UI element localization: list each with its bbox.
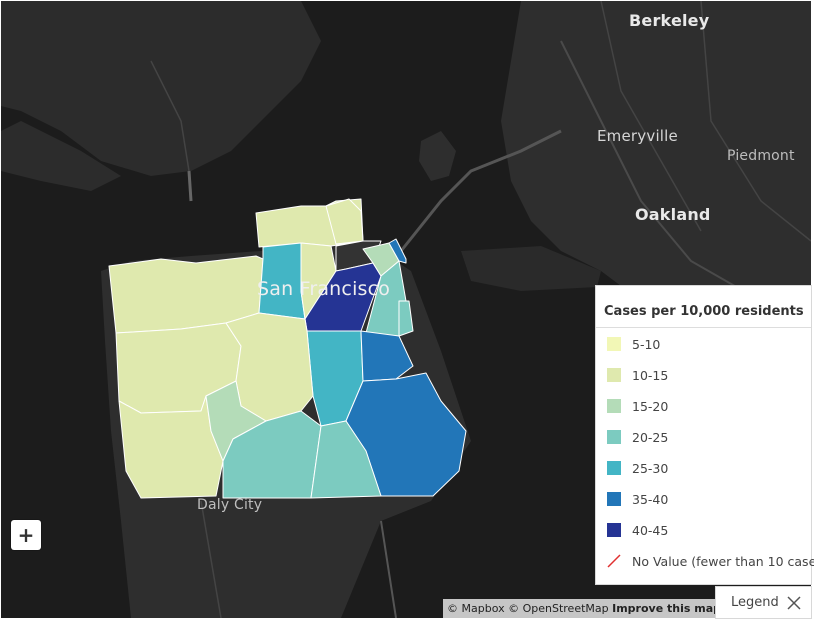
legend-label: 5-10 [632, 336, 661, 352]
legend-title: Cases per 10,000 residents [596, 296, 811, 328]
mapbox-attribution-link[interactable]: © Mapbox [447, 602, 505, 615]
legend-label: 20-25 [632, 429, 669, 445]
legend-toggle-label: Legend [731, 595, 779, 610]
place-label-daly-city: Daly City [197, 497, 263, 513]
legend-label: 10-15 [632, 367, 669, 383]
legend-toggle-button[interactable]: Legend [716, 587, 811, 618]
legend-swatch [607, 430, 621, 444]
legend-item: 10-15 [607, 367, 668, 383]
legend-item-no-value: No Value (fewer than 10 cases) [607, 553, 814, 569]
zoom-in-button[interactable]: + [11, 520, 41, 550]
legend-item: 5-10 [607, 336, 660, 352]
legend-swatch [607, 461, 621, 475]
legend-label-no-value: No Value (fewer than 10 cases) [632, 553, 814, 569]
legend-panel: Cases per 10,000 residents 5-10 10-15 15… [596, 286, 814, 584]
legend-item: 25-30 [607, 460, 668, 476]
place-label-piedmont: Piedmont [727, 148, 795, 164]
legend-swatch [607, 399, 621, 413]
place-label-berkeley: Berkeley [629, 11, 710, 30]
legend-swatch [607, 368, 621, 382]
legend-label: 25-30 [632, 460, 669, 476]
legend-item: 35-40 [607, 491, 668, 507]
osm-attribution-link[interactable]: © OpenStreetMap [508, 602, 609, 615]
legend-label: 35-40 [632, 491, 669, 507]
place-label-oakland: Oakland [635, 205, 711, 224]
legend-item: 40-45 [607, 522, 668, 538]
improve-map-link[interactable]: Improve this map [612, 602, 721, 615]
legend-item: 15-20 [607, 398, 668, 414]
legend-label: 15-20 [632, 398, 669, 414]
legend-swatch [607, 492, 621, 506]
map-attribution: © Mapbox © OpenStreetMap Improve this ma… [443, 599, 725, 618]
close-icon[interactable] [787, 595, 801, 610]
legend-swatch [607, 523, 621, 537]
legend-swatch [607, 337, 621, 351]
legend-label: 40-45 [632, 522, 669, 538]
place-label-san-francisco: San Francisco [257, 278, 391, 300]
legend-item: 20-25 [607, 429, 668, 445]
no-value-slash-icon [607, 554, 621, 568]
place-label-emeryville: Emeryville [597, 127, 678, 145]
